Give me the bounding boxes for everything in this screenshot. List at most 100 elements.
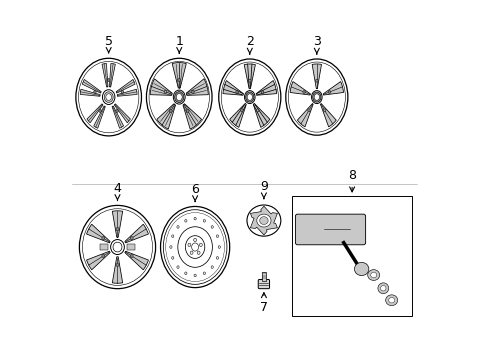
Polygon shape <box>150 79 172 95</box>
Ellipse shape <box>380 285 385 291</box>
Ellipse shape <box>79 206 155 289</box>
Text: 1: 1 <box>175 35 183 53</box>
Text: 9: 9 <box>260 180 267 199</box>
Ellipse shape <box>194 217 196 220</box>
Ellipse shape <box>102 90 115 104</box>
Ellipse shape <box>117 228 118 230</box>
Ellipse shape <box>323 109 325 111</box>
Polygon shape <box>183 104 201 129</box>
Polygon shape <box>87 104 103 123</box>
Text: 4: 4 <box>113 182 121 201</box>
Ellipse shape <box>256 109 258 111</box>
Ellipse shape <box>211 226 213 228</box>
Ellipse shape <box>117 264 118 266</box>
Polygon shape <box>256 81 276 95</box>
Ellipse shape <box>245 92 253 102</box>
Ellipse shape <box>203 272 205 275</box>
Ellipse shape <box>315 80 317 82</box>
Ellipse shape <box>99 109 101 112</box>
Ellipse shape <box>246 94 252 100</box>
Ellipse shape <box>256 214 270 227</box>
Bar <box>127 244 135 250</box>
Ellipse shape <box>191 90 194 93</box>
Polygon shape <box>80 89 100 96</box>
Ellipse shape <box>116 109 118 112</box>
Ellipse shape <box>169 246 172 248</box>
Ellipse shape <box>102 237 104 239</box>
Ellipse shape <box>131 255 132 257</box>
Ellipse shape <box>203 220 205 222</box>
Polygon shape <box>94 106 105 128</box>
Ellipse shape <box>102 255 104 257</box>
Ellipse shape <box>184 220 186 222</box>
Polygon shape <box>289 81 310 95</box>
Text: 7: 7 <box>260 293 267 314</box>
Polygon shape <box>86 251 110 270</box>
Ellipse shape <box>240 109 243 112</box>
Polygon shape <box>114 104 130 123</box>
Polygon shape <box>112 106 123 128</box>
Ellipse shape <box>164 90 166 93</box>
Ellipse shape <box>261 90 263 94</box>
Ellipse shape <box>192 91 193 93</box>
Ellipse shape <box>385 295 397 306</box>
Ellipse shape <box>186 109 189 112</box>
Text: 8: 8 <box>347 169 355 192</box>
Polygon shape <box>244 64 255 89</box>
Ellipse shape <box>307 109 309 112</box>
Ellipse shape <box>94 91 96 93</box>
Ellipse shape <box>104 92 113 102</box>
Ellipse shape <box>174 92 183 103</box>
Ellipse shape <box>171 235 174 238</box>
Ellipse shape <box>328 91 329 93</box>
Ellipse shape <box>315 79 317 82</box>
Bar <box>261 272 265 280</box>
Ellipse shape <box>122 91 123 93</box>
Ellipse shape <box>246 205 280 236</box>
Ellipse shape <box>216 257 218 259</box>
Ellipse shape <box>197 251 200 255</box>
Ellipse shape <box>303 91 304 93</box>
Ellipse shape <box>302 91 305 94</box>
Ellipse shape <box>370 273 376 278</box>
Polygon shape <box>223 81 243 95</box>
Ellipse shape <box>190 251 193 255</box>
Ellipse shape <box>323 109 325 112</box>
Ellipse shape <box>185 236 204 258</box>
Text: 6: 6 <box>191 183 199 202</box>
Ellipse shape <box>94 90 96 93</box>
Ellipse shape <box>235 90 238 94</box>
Ellipse shape <box>164 91 166 93</box>
Polygon shape <box>112 257 122 283</box>
Ellipse shape <box>177 266 179 269</box>
Ellipse shape <box>367 270 379 280</box>
Bar <box>100 244 107 250</box>
Ellipse shape <box>130 255 133 257</box>
Ellipse shape <box>110 239 124 255</box>
Ellipse shape <box>108 79 109 81</box>
Ellipse shape <box>261 91 263 93</box>
Ellipse shape <box>216 235 218 238</box>
Ellipse shape <box>160 207 229 288</box>
Ellipse shape <box>311 91 322 104</box>
Polygon shape <box>157 104 175 129</box>
Ellipse shape <box>130 237 133 240</box>
Ellipse shape <box>102 255 104 257</box>
Polygon shape <box>86 224 110 243</box>
Ellipse shape <box>186 110 188 112</box>
Polygon shape <box>311 64 321 89</box>
Ellipse shape <box>194 274 196 277</box>
Polygon shape <box>116 80 135 93</box>
Ellipse shape <box>211 266 213 269</box>
Polygon shape <box>253 103 269 127</box>
Ellipse shape <box>76 58 141 136</box>
Ellipse shape <box>218 246 220 248</box>
Ellipse shape <box>248 79 250 82</box>
Ellipse shape <box>187 243 190 247</box>
Ellipse shape <box>256 109 258 112</box>
Polygon shape <box>124 251 148 270</box>
Ellipse shape <box>314 94 319 100</box>
Ellipse shape <box>241 109 242 111</box>
Polygon shape <box>297 104 312 127</box>
FancyBboxPatch shape <box>295 214 365 245</box>
